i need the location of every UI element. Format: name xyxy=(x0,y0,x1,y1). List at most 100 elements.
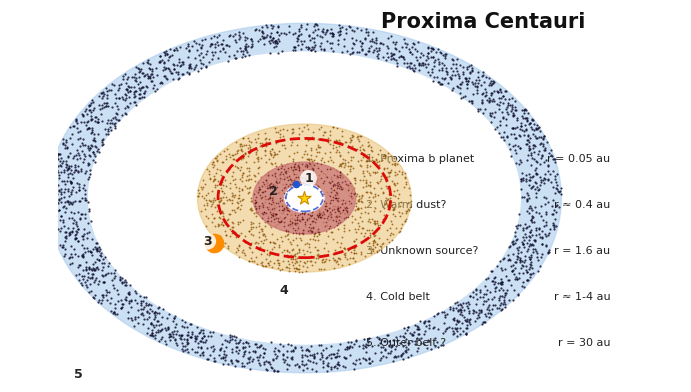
Point xyxy=(176,332,187,338)
Point xyxy=(364,183,375,190)
Point xyxy=(56,155,67,161)
Point xyxy=(292,149,303,155)
Point xyxy=(240,150,251,156)
Point xyxy=(266,201,277,207)
Point xyxy=(484,80,495,86)
Point xyxy=(142,302,153,308)
Point xyxy=(489,274,500,280)
Point xyxy=(243,176,254,182)
Point xyxy=(188,38,199,45)
Point xyxy=(125,282,136,289)
Point xyxy=(399,36,410,42)
Point xyxy=(436,309,447,315)
Point xyxy=(255,225,266,232)
Point xyxy=(222,216,233,223)
Point xyxy=(270,179,281,185)
Point xyxy=(364,189,375,195)
Point xyxy=(515,158,527,165)
Point xyxy=(129,314,140,320)
Point xyxy=(438,62,449,68)
Point xyxy=(240,183,251,189)
Point xyxy=(486,268,498,274)
Point xyxy=(268,207,279,213)
Point xyxy=(68,184,79,191)
Point xyxy=(499,294,510,301)
Point xyxy=(388,206,399,212)
Point xyxy=(384,338,395,344)
Point xyxy=(189,64,200,70)
Point xyxy=(410,65,421,71)
Point xyxy=(267,172,278,178)
Point xyxy=(415,62,426,69)
Point xyxy=(274,177,285,183)
Point xyxy=(484,310,495,316)
Point xyxy=(293,230,304,237)
Point xyxy=(357,142,368,148)
Point xyxy=(242,359,253,366)
Point xyxy=(82,245,93,251)
Point xyxy=(220,156,231,162)
Point xyxy=(319,150,330,156)
Point xyxy=(305,152,316,158)
Point xyxy=(83,124,94,131)
Point xyxy=(381,200,392,206)
Point xyxy=(499,137,510,143)
Point xyxy=(64,215,75,221)
Point xyxy=(455,302,466,309)
Point xyxy=(265,49,276,56)
Point xyxy=(250,238,261,245)
Point xyxy=(229,51,240,58)
Point xyxy=(448,330,460,336)
Point xyxy=(72,156,83,163)
Point xyxy=(353,158,364,164)
Point xyxy=(210,155,221,161)
Point xyxy=(115,297,126,303)
Point xyxy=(503,297,514,303)
Point xyxy=(79,108,91,114)
Point xyxy=(61,144,73,151)
Point xyxy=(238,345,249,351)
Point xyxy=(296,347,307,354)
Point xyxy=(186,43,197,49)
Point xyxy=(71,219,82,225)
Point xyxy=(227,207,238,213)
Point xyxy=(131,64,142,71)
Point xyxy=(95,299,106,306)
Point xyxy=(247,356,258,362)
Point xyxy=(119,296,130,302)
Point xyxy=(461,85,472,91)
Point xyxy=(92,256,103,262)
Point xyxy=(292,142,303,148)
Point xyxy=(346,134,357,141)
Point xyxy=(540,242,551,248)
Point xyxy=(330,212,341,219)
Point xyxy=(316,212,327,218)
Point xyxy=(209,41,220,47)
Point xyxy=(156,80,167,87)
Point xyxy=(218,200,229,206)
Point xyxy=(292,35,303,41)
Point xyxy=(243,150,254,156)
Point xyxy=(53,151,64,157)
Point xyxy=(372,240,383,247)
Point xyxy=(66,141,77,147)
Point xyxy=(328,194,339,200)
Point xyxy=(220,194,231,200)
Point xyxy=(389,336,400,343)
Point xyxy=(220,354,231,361)
Point xyxy=(417,52,428,58)
Point xyxy=(341,344,352,350)
Point xyxy=(182,69,193,76)
Point xyxy=(202,200,213,206)
Point xyxy=(499,297,510,303)
Point xyxy=(70,220,82,227)
Point xyxy=(538,223,549,229)
Point xyxy=(392,194,404,201)
Point xyxy=(259,223,270,229)
Point xyxy=(249,178,261,185)
Point xyxy=(489,98,500,104)
Point xyxy=(216,188,227,194)
Point xyxy=(299,209,310,215)
Point xyxy=(354,360,366,367)
Point xyxy=(352,205,363,211)
